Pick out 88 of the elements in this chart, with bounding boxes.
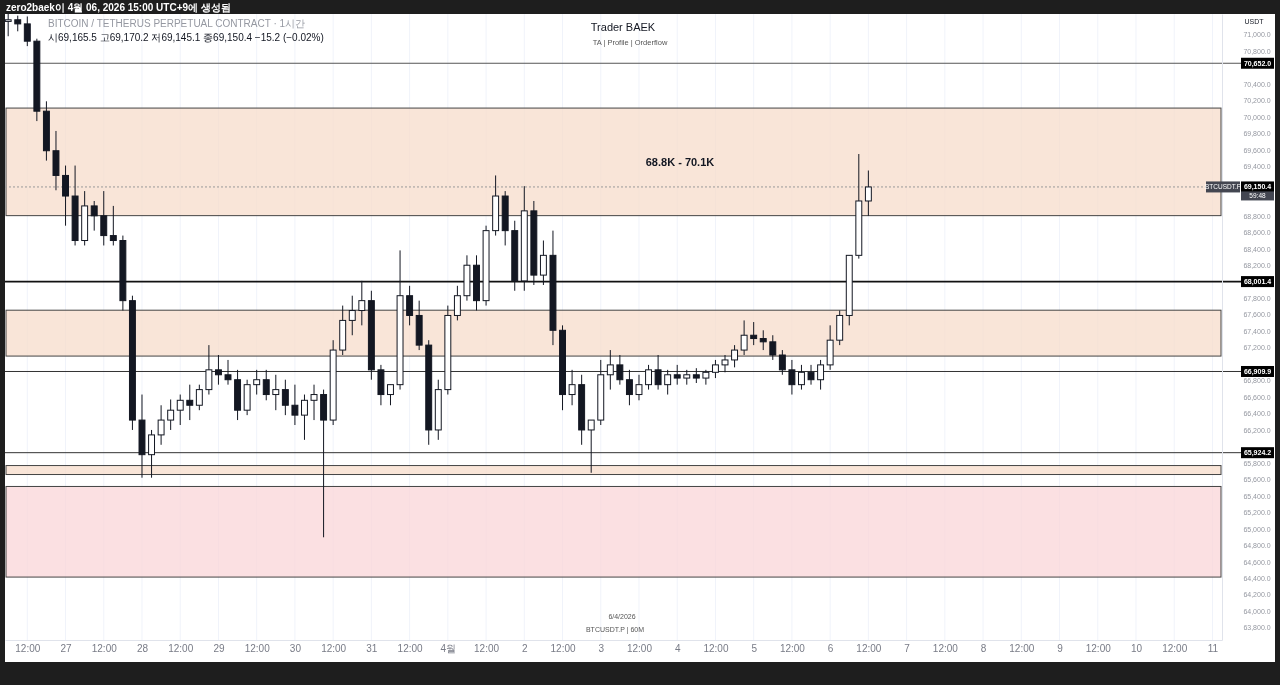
candlestick <box>214 354 222 386</box>
x-tick-label: 12:00 <box>779 643 806 654</box>
candlestick <box>606 349 614 391</box>
annotation: BITCOIN / TETHERUS PERPETUAL CONTRACT · 1시간 <box>48 17 306 29</box>
candlestick <box>711 359 719 379</box>
candlestick <box>109 205 117 246</box>
candlestick <box>625 369 633 406</box>
x-tick-label: 12:00 <box>550 643 576 654</box>
x-tick-label: 6 <box>827 643 834 654</box>
candlestick <box>310 384 318 421</box>
x-tick-label: 12:00 <box>91 643 118 654</box>
candlestick <box>281 379 289 416</box>
annotation: 시69,165.5 고69,170.2 저69,145.1 종69,150.4 −15.2 (−0.02%) <box>48 31 324 43</box>
x-tick-label: 12:00 <box>932 643 959 654</box>
x-tick-label: 12:00 <box>626 643 653 654</box>
candlestick <box>645 364 653 391</box>
x-tick-label: 12:00 <box>1009 643 1035 654</box>
candlestick <box>635 374 643 401</box>
x-tick-label: 4 <box>674 643 681 654</box>
candlestick <box>539 240 547 286</box>
candlestick <box>406 285 414 326</box>
x-tick-label: 3 <box>598 643 605 654</box>
candlestick <box>262 369 270 401</box>
candlestick <box>62 165 69 227</box>
x-tick-label: 12:00 <box>321 643 347 654</box>
candlestick <box>100 190 108 246</box>
x-tick-label: 7 <box>904 643 911 654</box>
candlestick <box>778 349 786 376</box>
candlestick <box>148 429 156 479</box>
x-tick-label: 10 <box>1130 643 1143 654</box>
band-label: 68.8K - 70.1K <box>645 155 715 168</box>
candlestick <box>673 364 681 386</box>
x-tick-label: 2 <box>522 643 529 654</box>
candlestick <box>807 364 815 386</box>
candlestick <box>358 280 366 326</box>
candlestick <box>731 344 739 368</box>
candlestick <box>788 359 796 396</box>
candlestick <box>702 369 710 386</box>
candlestick <box>616 354 624 386</box>
x-tick-label: 8 <box>980 643 987 654</box>
candlestick <box>186 384 194 421</box>
candlestick <box>176 394 184 426</box>
candlestick <box>253 369 261 396</box>
x-tick-label: 27 <box>60 643 73 654</box>
x-tick-label: 29 <box>213 643 225 654</box>
text: zero2baek이 4월 06, 2026 15:00 UTC+9에 생성됨 <box>6 1 231 13</box>
candlestick <box>291 384 299 426</box>
candlestick <box>195 384 203 411</box>
candlestick <box>387 384 394 406</box>
candlestick <box>769 334 777 361</box>
x-tick-label: 28 <box>136 643 149 654</box>
x-tick-label: 30 <box>289 643 302 654</box>
x-tick-label: 12:00 <box>397 643 424 654</box>
candlestick <box>750 321 758 346</box>
candlestick <box>587 419 595 474</box>
candlestick <box>157 404 165 446</box>
candlestick <box>205 344 213 396</box>
candlestick <box>90 200 98 232</box>
x-tick-label: 31 <box>366 643 378 654</box>
x-tick-label: 11 <box>1207 643 1219 654</box>
candlestick <box>167 398 175 431</box>
x-tick-label: 12:00 <box>168 643 194 654</box>
candlestick <box>301 394 308 441</box>
candlestick <box>664 369 672 396</box>
candlestick <box>453 285 461 321</box>
candlestick <box>759 329 767 351</box>
x-tick-label: 12:00 <box>1085 643 1112 654</box>
x-tick-label: 12:00 <box>1162 643 1188 654</box>
x-tick-label: 12:00 <box>15 643 41 654</box>
candlestick <box>568 369 576 406</box>
candlestick <box>798 364 805 391</box>
candlestick <box>721 354 729 373</box>
x-tick-label: 12:00 <box>474 643 500 654</box>
candlestick <box>272 374 280 411</box>
candlestick <box>348 295 356 336</box>
candlestick <box>817 359 825 391</box>
x-tick-label: 12:00 <box>244 643 271 654</box>
text: Trader BAEK <box>590 21 656 33</box>
candlestick <box>654 354 662 391</box>
candlestick <box>224 359 232 386</box>
x-tick-label: 12:00 <box>856 643 882 654</box>
candlestick <box>23 15 31 47</box>
x-tick-label: 4월 <box>440 643 457 654</box>
x-tick-label: 9 <box>1057 643 1064 654</box>
candlestick <box>864 170 872 217</box>
x-tick-label: 12:00 <box>703 643 729 654</box>
x-tick-label: 5 <box>751 643 758 654</box>
candlestick <box>740 319 748 356</box>
